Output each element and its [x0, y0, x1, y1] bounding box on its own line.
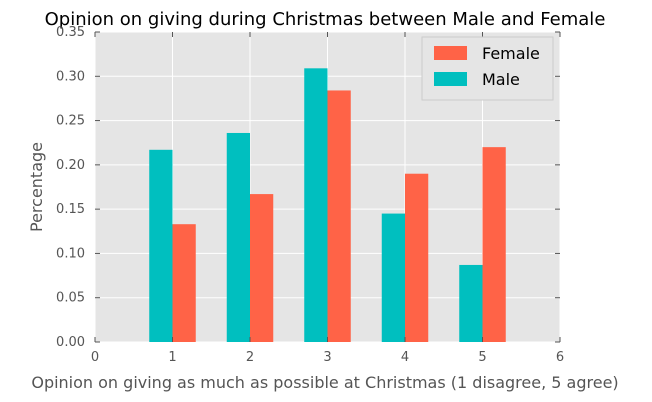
x-tick-label: 4 — [401, 350, 409, 365]
x-tick-label: 6 — [556, 350, 564, 365]
x-tick-label: 3 — [323, 350, 331, 365]
ticks: 0 1 2 3 4 5 6 0.00 0.05 0.10 0.15 0.20 0.25 0.30 0.35 — [56, 25, 564, 365]
bar-female-4 — [405, 173, 429, 342]
y-tick-label: 0.20 — [56, 158, 85, 173]
legend-label-male: Male — [482, 70, 520, 89]
y-axis-label: Percentage — [27, 142, 46, 232]
legend: Female Male — [421, 36, 554, 101]
legend-label-female: Female — [482, 44, 540, 63]
bar-female-3 — [327, 90, 351, 342]
x-tick-label: 1 — [168, 350, 176, 365]
y-tick-label: 0.15 — [56, 202, 85, 217]
y-tick-label: 0.05 — [56, 291, 85, 306]
bar-female-5 — [482, 147, 506, 342]
y-tick-label: 0.30 — [56, 69, 85, 84]
y-tick-label: 0.35 — [56, 25, 85, 40]
bar-male-4 — [381, 213, 405, 342]
y-tick-label: 0.10 — [56, 246, 85, 261]
bar-female-1 — [172, 224, 196, 342]
bar-male-2 — [226, 132, 250, 342]
y-tick-label: 0.00 — [56, 335, 85, 350]
y-tick-label: 0.25 — [56, 114, 85, 129]
x-axis-label: Opinion on giving as much as possible at… — [31, 373, 618, 392]
x-tick-label: 5 — [478, 350, 486, 365]
bar-male-5 — [459, 264, 483, 342]
bar-male-1 — [149, 149, 173, 342]
chart-title: Opinion on giving during Christmas betwe… — [45, 9, 606, 30]
legend-swatch-female — [434, 46, 467, 60]
x-tick-label: 0 — [91, 350, 99, 365]
x-tick-label: 2 — [246, 350, 254, 365]
legend-box — [421, 36, 554, 101]
legend-swatch-male — [434, 72, 467, 86]
bar-male-3 — [304, 68, 328, 343]
bars — [149, 68, 506, 343]
bar-female-2 — [250, 194, 274, 342]
